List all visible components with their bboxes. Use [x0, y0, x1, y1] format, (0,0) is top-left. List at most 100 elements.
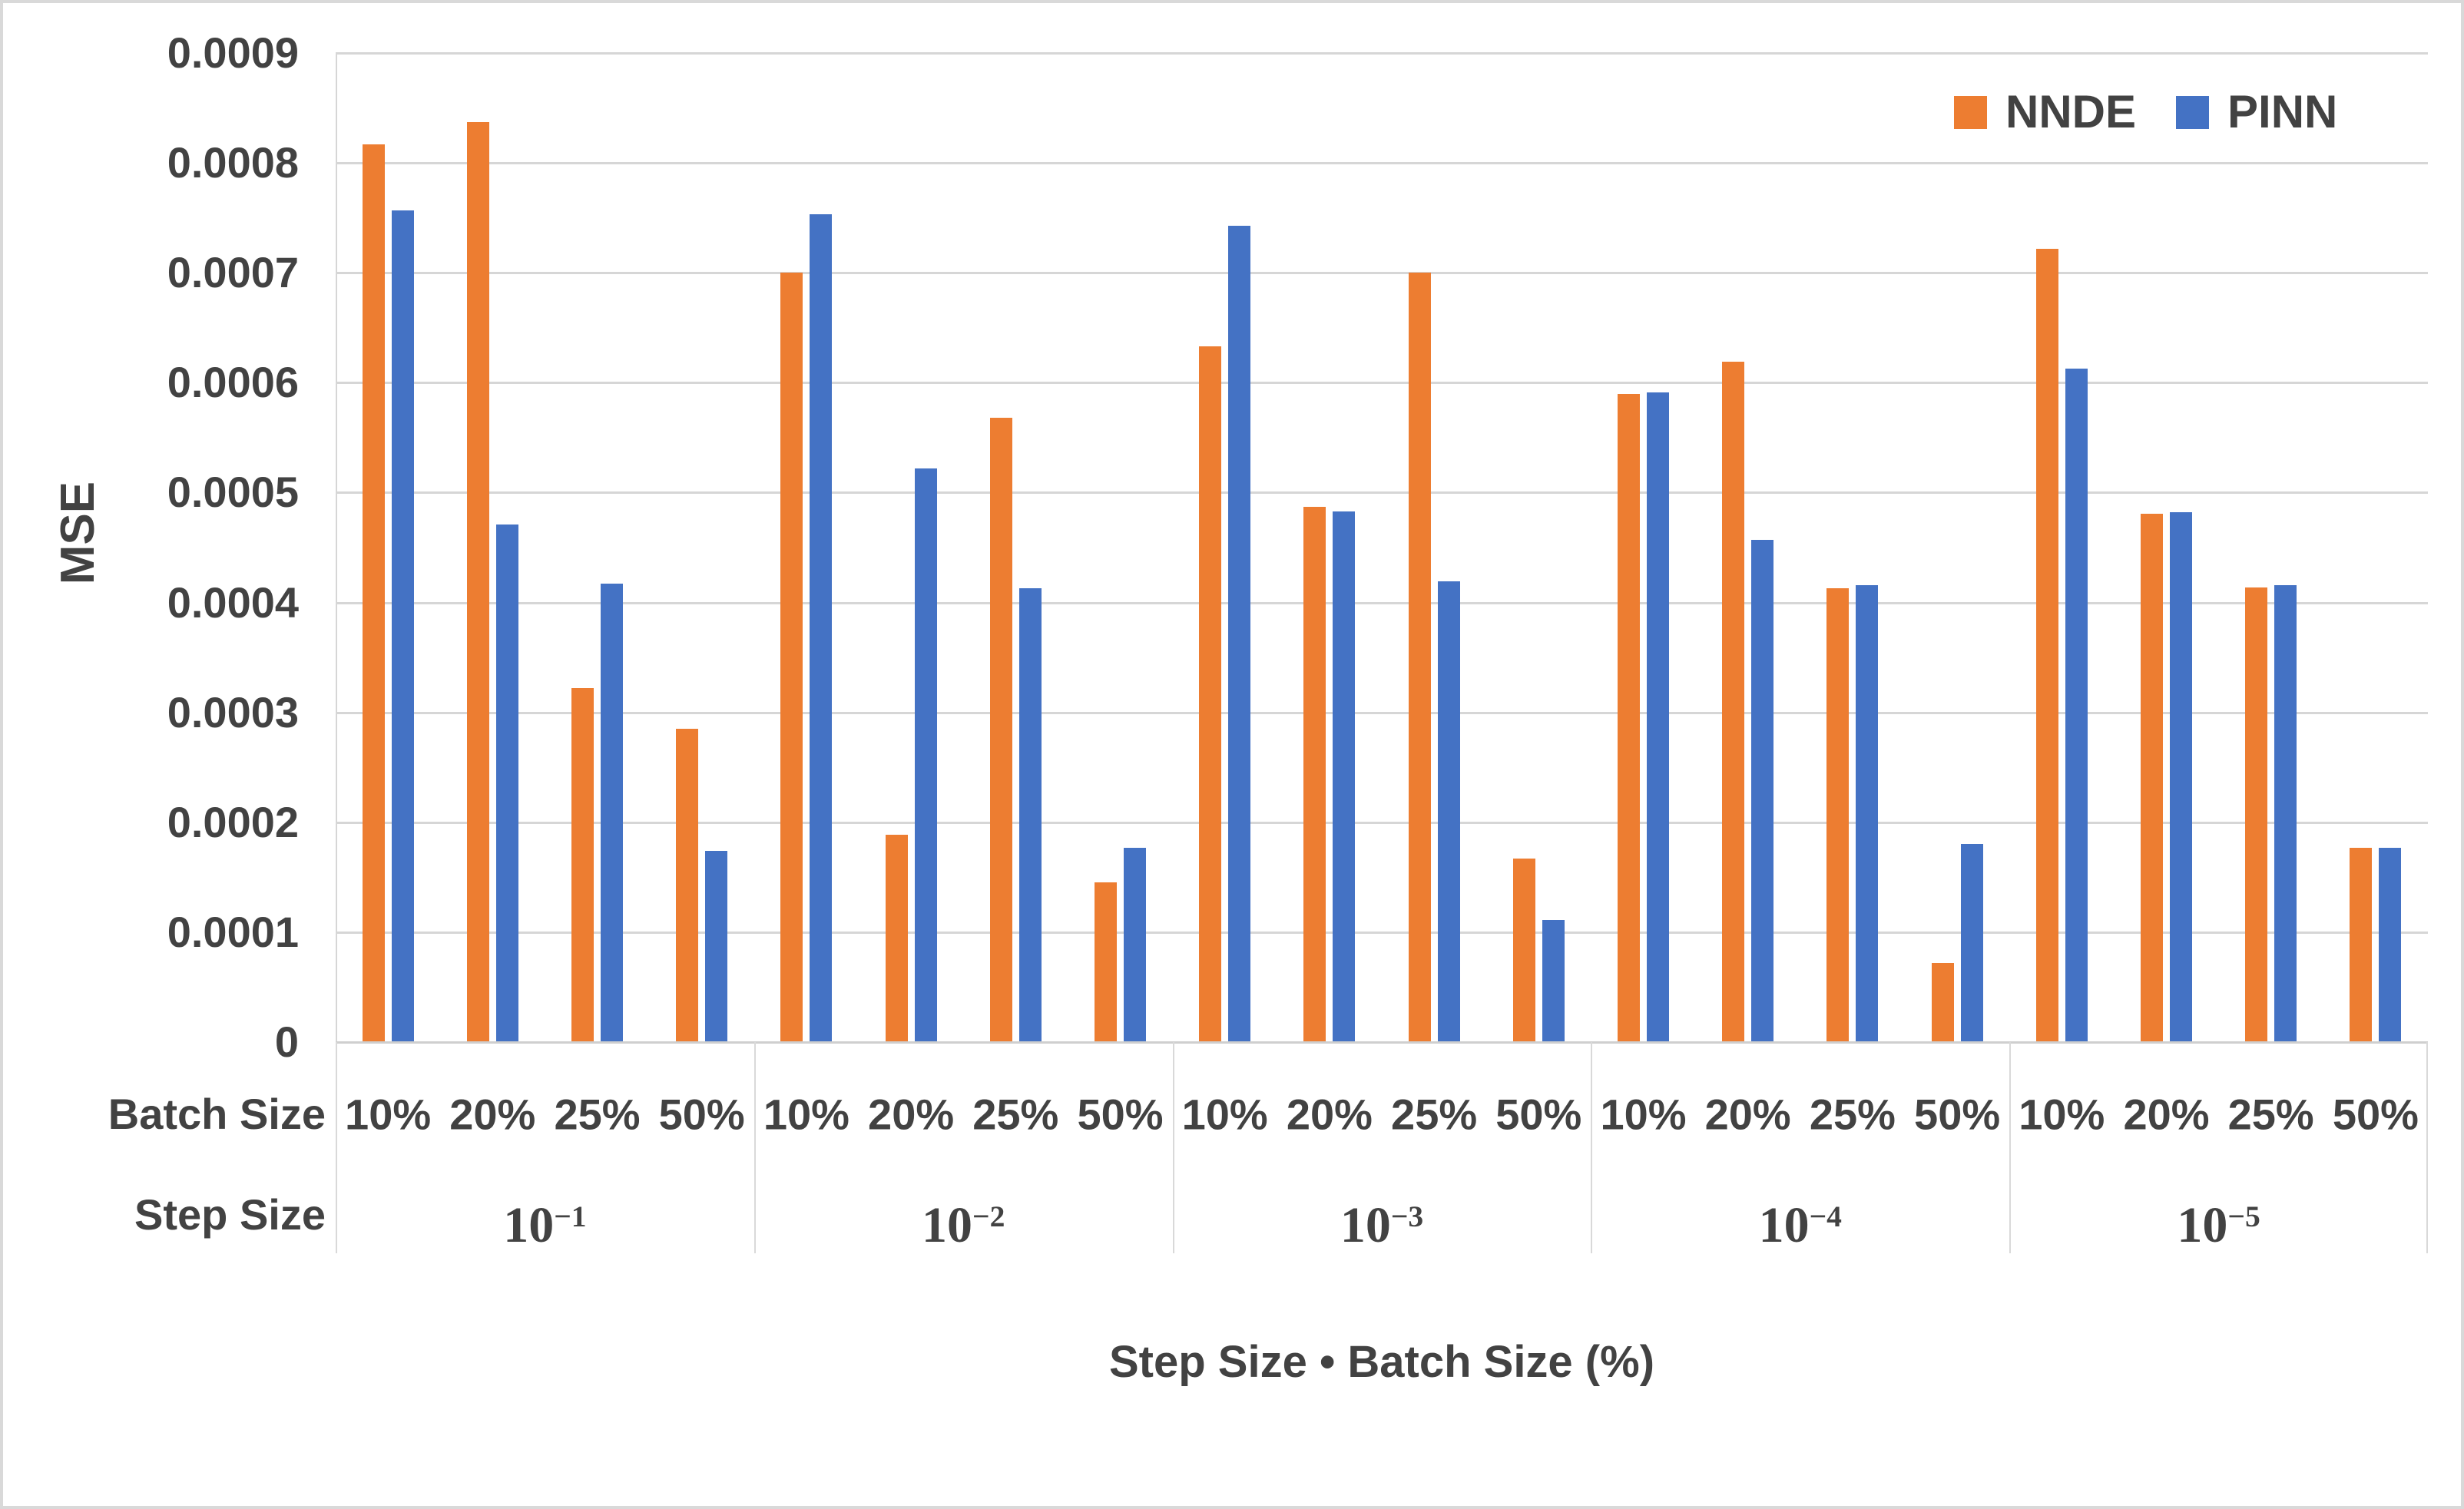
group-separator	[753, 1042, 756, 1253]
bar-nnde-10-1-25%	[571, 688, 594, 1042]
legend-label-pinn: PINN	[2227, 86, 2338, 137]
bar-nnde-10-3-25%	[1408, 273, 1431, 1042]
bar-nnde-10-5-10%	[2035, 249, 2058, 1042]
batch-size-label: 20%	[868, 1090, 955, 1139]
bar-pinn-10-1-50%	[705, 851, 728, 1042]
group-separator	[1172, 1042, 1174, 1253]
bar-pinn-10-3-25%	[1437, 581, 1460, 1042]
bar-group-10-4	[1591, 53, 2009, 1042]
bar-nnde-10-2-25%	[989, 418, 1012, 1042]
gridline	[336, 382, 2428, 384]
bar-pinn-10-2-20%	[914, 468, 937, 1042]
batch-size-label: 50%	[658, 1090, 745, 1139]
step-size-exponent: −2	[972, 1200, 1005, 1234]
step-size-row-header: Step Size	[134, 1190, 326, 1239]
legend: NNDE PINN	[1954, 86, 2338, 137]
group-separator	[2426, 1042, 2428, 1253]
batch-size-row-header: Batch Size	[108, 1090, 326, 1138]
y-tick-mark	[336, 162, 363, 164]
batch-size-label: 10%	[763, 1090, 849, 1139]
x-axis-line	[336, 1041, 2428, 1044]
gridline	[336, 162, 2428, 164]
y-axis-tick-labels: 0.0009 0.0008 0.0007 0.0006 0.0005 0.0004 0.00…	[118, 30, 299, 1065]
batch-size-label: 50%	[2332, 1090, 2419, 1139]
step-size-label: 10−3	[1340, 1197, 1424, 1253]
legend-label-nnde: NNDE	[2005, 86, 2137, 137]
legend-item-nnde: NNDE	[1954, 86, 2137, 137]
batch-size-label: 50%	[1495, 1090, 1582, 1139]
y-tick-mark	[336, 272, 363, 274]
batch-size-label: 50%	[1077, 1090, 1164, 1139]
bar-nnde-10-3-50%	[1512, 859, 1535, 1042]
y-tick-label: 0.0001	[167, 907, 299, 956]
x-axis-title: Step Size • Batch Size (%)	[1108, 1337, 1655, 1387]
gridline	[336, 272, 2428, 274]
bar-nnde-10-3-20%	[1303, 507, 1326, 1042]
batch-size-label: 25%	[554, 1090, 641, 1139]
batch-size-label: 25%	[2227, 1090, 2314, 1139]
bar-nnde-10-4-20%	[1722, 362, 1745, 1042]
bar-pinn-10-5-10%	[2065, 369, 2088, 1042]
y-tick-label: 0.0006	[167, 358, 299, 407]
bar-pinn-10-1-20%	[495, 525, 518, 1042]
y-tick-mark	[336, 712, 363, 714]
gridline	[336, 712, 2428, 714]
bar-pinn-10-2-25%	[1018, 588, 1042, 1042]
batch-size-label: 20%	[1704, 1090, 1791, 1139]
batch-size-label: 10%	[345, 1090, 432, 1139]
bar-nnde-10-1-10%	[362, 144, 385, 1042]
bar-pinn-10-5-50%	[2379, 848, 2402, 1042]
batch-size-label: 20%	[449, 1090, 536, 1139]
bar-pinn-10-4-25%	[1856, 585, 1879, 1042]
bar-nnde-10-4-50%	[1931, 963, 1954, 1042]
bar-pinn-10-5-25%	[2274, 585, 2297, 1042]
y-axis-title: MSE	[51, 481, 104, 585]
y-tick-label: 0	[274, 1018, 299, 1066]
bar-pinn-10-5-20%	[2169, 512, 2192, 1042]
step-size-exponent: −1	[554, 1200, 587, 1234]
step-size-exponent: −5	[2227, 1200, 2260, 1234]
legend-swatch-nnde	[1954, 95, 1987, 129]
legend-item-pinn: PINN	[2176, 86, 2338, 137]
y-tick-label: 0.0004	[167, 577, 299, 627]
bar-pinn-10-3-20%	[1333, 511, 1356, 1042]
bar-nnde-10-4-10%	[1617, 394, 1640, 1042]
bar-nnde-10-2-50%	[1094, 882, 1117, 1042]
step-size-label: 10−2	[922, 1197, 1005, 1253]
batch-size-label: 50%	[1914, 1090, 2001, 1139]
y-tick-mark	[336, 491, 363, 494]
batch-size-label: 25%	[972, 1090, 1059, 1139]
bar-group-10-5	[2009, 53, 2428, 1042]
bar-nnde-10-2-20%	[885, 835, 908, 1042]
bar-nnde-10-2-10%	[780, 273, 803, 1042]
step-size-label: 10−5	[2177, 1197, 2260, 1253]
y-tick-mark	[336, 932, 363, 934]
plot-area	[336, 52, 2428, 1044]
y-tick-label: 0.0008	[167, 138, 299, 187]
y-tick-mark	[336, 602, 363, 604]
bar-pinn-10-4-10%	[1646, 392, 1669, 1042]
legend-swatch-pinn	[2176, 95, 2210, 129]
batch-size-label: 25%	[1391, 1090, 1478, 1139]
y-tick-mark	[336, 822, 363, 824]
bar-group-10-1	[336, 53, 754, 1042]
gridline	[336, 602, 2428, 604]
category-axis-table: 10% 20% 25% 50% 10% 20% 25% 50% 10% 20% 25% 50% 10% 2…	[336, 1042, 2428, 1253]
bar-nnde-10-5-20%	[2140, 514, 2163, 1042]
bar-pinn-10-1-10%	[391, 210, 414, 1042]
group-separator	[336, 1042, 337, 1253]
y-tick-label: 0.0003	[167, 687, 299, 736]
batch-size-label: 20%	[1286, 1090, 1373, 1139]
step-size-label: 10−4	[1758, 1197, 1842, 1253]
bar-nnde-10-5-50%	[2350, 848, 2373, 1042]
batch-size-label: 10%	[1600, 1090, 1687, 1139]
gridline	[336, 491, 2428, 494]
bar-pinn-10-2-50%	[1123, 848, 1146, 1042]
y-axis-line	[336, 53, 337, 1042]
batch-size-label: 25%	[1809, 1090, 1896, 1139]
y-tick-mark	[336, 52, 363, 55]
step-size-exponent: −4	[1809, 1200, 1842, 1234]
gridline	[336, 822, 2428, 824]
y-tick-mark	[336, 382, 363, 384]
group-separator	[2009, 1042, 2012, 1253]
